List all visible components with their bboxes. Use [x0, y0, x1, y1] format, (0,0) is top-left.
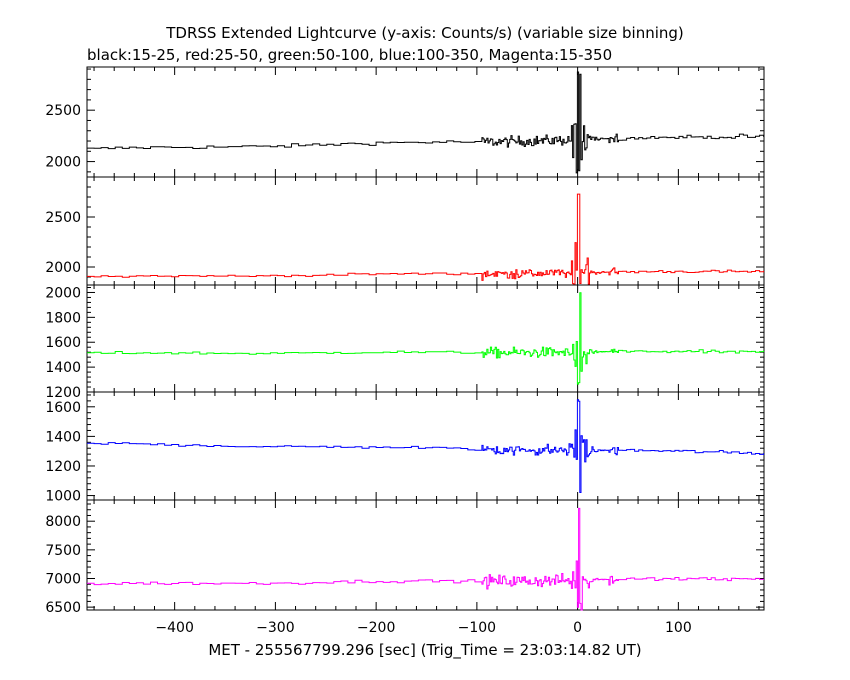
- y-tick-label: 1400: [45, 429, 81, 445]
- chart-subtitle: black:15-25, red:25-50, green:50-100, bl…: [87, 46, 612, 64]
- panel-frame: [86, 176, 765, 286]
- panels-group: 2000250020002500120014001600180020001000…: [45, 66, 765, 636]
- y-tick-label: 2500: [45, 210, 81, 226]
- y-tick-label: 2000: [45, 155, 81, 171]
- panel-50-100: 1200 1400 1600 1800 2000: [45, 284, 765, 401]
- panel-frame: [86, 66, 765, 178]
- panel-15-350: 6500 7000 7500 8000: [45, 499, 765, 616]
- x-tick-label: −400: [155, 620, 193, 636]
- panel-frame: [86, 391, 765, 501]
- series-line-50-100: [87, 292, 765, 385]
- y-tick-label: 6500: [45, 600, 81, 616]
- panel-frame: [86, 284, 765, 393]
- y-tick-label: 1200: [45, 385, 81, 401]
- series-line-25-50: [87, 193, 765, 286]
- y-tick-label: 7000: [45, 571, 81, 587]
- y-tick-label: 1800: [45, 310, 81, 326]
- x-tick-label: −100: [458, 620, 496, 636]
- y-tick-label: 2500: [45, 103, 81, 119]
- chart-title: TDRSS Extended Lightcurve (y-axis: Count…: [165, 24, 684, 42]
- x-tick-label: −200: [357, 620, 395, 636]
- panel-25-50: 2000 2500: [45, 176, 765, 286]
- series-line-100-350: [87, 399, 765, 493]
- x-tick-label: −300: [256, 620, 294, 636]
- panel-15-25: 2000 2500: [45, 66, 765, 178]
- y-tick-label: 7500: [45, 543, 81, 559]
- panel-frame: [86, 499, 765, 611]
- y-tick-label: 1600: [45, 400, 81, 416]
- series-line-15-350: [87, 507, 765, 611]
- y-tick-label: 1200: [45, 459, 81, 475]
- panel-100-350: 1000 1200 1400 1600: [45, 391, 765, 505]
- y-tick-label: 2000: [45, 260, 81, 276]
- y-tick-label: 8000: [45, 514, 81, 530]
- y-tick-label: 1400: [45, 360, 81, 376]
- x-tick-label: 100: [665, 620, 692, 636]
- y-tick-label: 2000: [45, 285, 81, 301]
- x-axis-label: MET - 255567799.296 [sec] (Trig_Time = 2…: [208, 641, 641, 660]
- y-tick-label: 1000: [45, 489, 81, 505]
- series-line-15-25: [87, 71, 765, 174]
- y-tick-label: 1600: [45, 335, 81, 351]
- x-tick-label: 0: [573, 620, 582, 636]
